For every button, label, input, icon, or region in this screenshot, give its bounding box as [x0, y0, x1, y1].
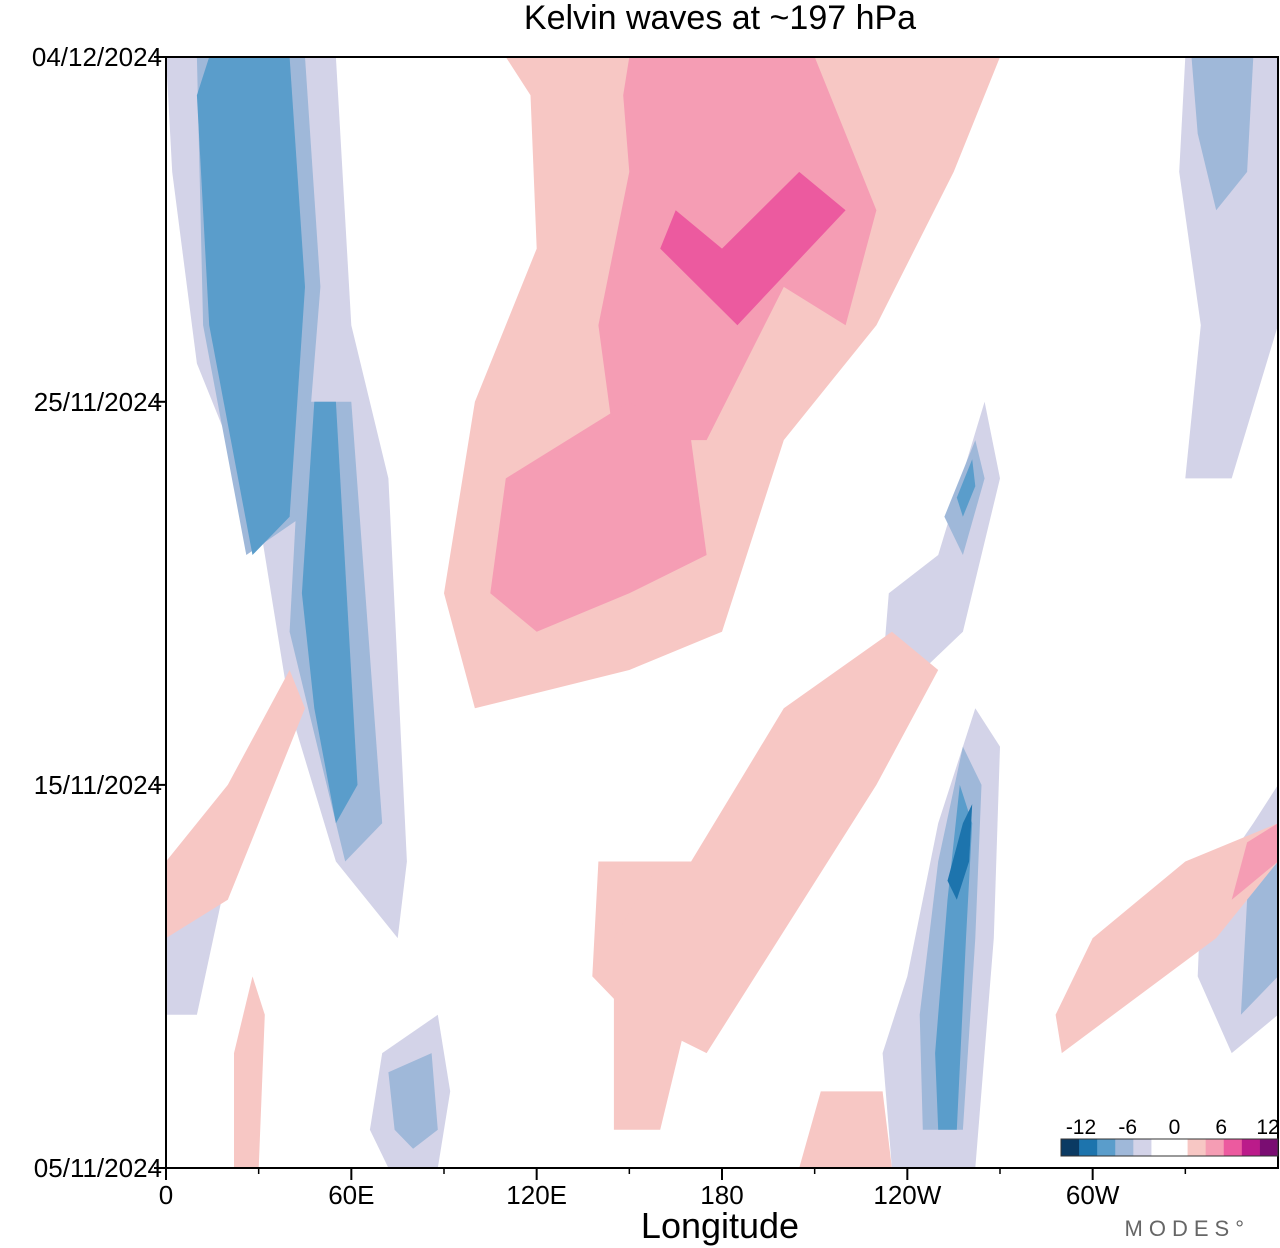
- x-tick-label: 180: [700, 1180, 743, 1210]
- chart-title: Kelvin waves at ~197 hPa: [524, 0, 916, 37]
- y-tick-label: 15/11/2024: [34, 770, 162, 800]
- colorbar-swatch: [1187, 1139, 1207, 1156]
- contour-region-positive-27: [166, 670, 305, 939]
- colorbar-swatch: [1115, 1139, 1134, 1156]
- contour-region-positive-26: [1231, 823, 1278, 900]
- colorbar-swatch: [1259, 1139, 1279, 1156]
- colorbar-swatch: [1133, 1139, 1152, 1156]
- contour-region-positive-29: [799, 1091, 892, 1168]
- y-tick-label: 25/11/2024: [34, 387, 162, 417]
- x-tick-label: 120W: [873, 1180, 941, 1210]
- colorbar-swatch: [1241, 1139, 1261, 1156]
- contour-region-negative-11: [947, 804, 973, 900]
- contour-fill: [166, 57, 1278, 1168]
- contour-region-negative-12: [882, 401, 1000, 670]
- colorbar-label: -6: [1118, 1116, 1137, 1139]
- colorbar-frame: [1060, 1138, 1279, 1157]
- colorbar-swatch: [1097, 1139, 1116, 1156]
- contour-region-negative-7: [388, 1053, 438, 1149]
- x-tick-label: 60W: [1066, 1180, 1120, 1210]
- colorbar-label: 6: [1215, 1116, 1227, 1139]
- colorbar-swatch: [1151, 1139, 1170, 1156]
- contour-region-positive-28: [234, 976, 265, 1168]
- x-axis-label: Longitude: [641, 1205, 799, 1246]
- colorbar-swatch: [1079, 1139, 1098, 1156]
- colorbar-label: 0: [1169, 1116, 1181, 1139]
- x-axis: 0 60E 120E 180 120W 60W: [159, 1168, 1187, 1210]
- colorbar-swatch: [1169, 1139, 1189, 1156]
- x-tick-label: 0: [159, 1180, 173, 1210]
- contour-region-positive-24: [613, 861, 707, 1130]
- contour-region-positive-25: [1055, 823, 1278, 1054]
- contour-region-negative-14: [956, 459, 976, 517]
- colorbar-swatch: [1061, 1139, 1080, 1156]
- colorbar-label: 12: [1256, 1116, 1279, 1139]
- colorbar-swatch: [1205, 1139, 1225, 1156]
- y-tick-label: 05/11/2024: [34, 1153, 162, 1183]
- contour-region-negative-1: [301, 401, 358, 824]
- x-tick-label: 60E: [328, 1180, 374, 1210]
- colorbar: -12 -6 0 6 12: [1060, 1116, 1280, 1157]
- brand-logo: MODES°: [1124, 1216, 1250, 1241]
- y-axis: 05/11/2024 15/11/2024 25/11/2024 04/12/2024: [32, 42, 166, 1183]
- colorbar-label: -12: [1066, 1116, 1096, 1139]
- x-tick-label: 120E: [506, 1180, 567, 1210]
- contour-region-negative-15: [1179, 57, 1278, 479]
- contour-region-negative-16: [1191, 57, 1254, 211]
- colorbar-swatch: [1223, 1139, 1243, 1156]
- contour-region-positive-21: [490, 401, 707, 632]
- contour-region-positive-22: [660, 171, 846, 326]
- y-tick-label: 04/12/2024: [32, 42, 162, 72]
- contour-region-negative-18: [1240, 861, 1278, 1015]
- contour-region-negative-0: [196, 57, 305, 555]
